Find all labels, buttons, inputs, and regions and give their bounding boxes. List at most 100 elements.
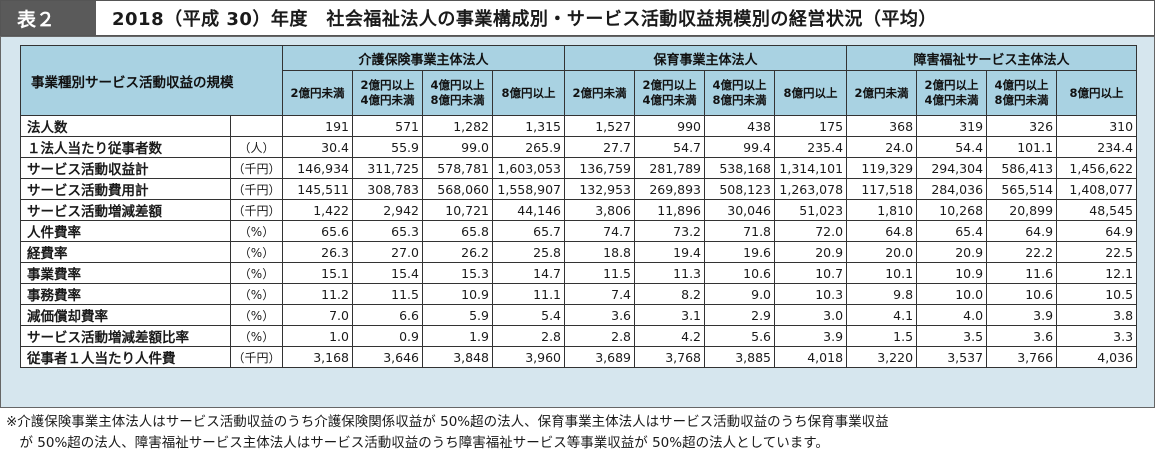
table-row: 人件費率 （%） 65.6 65.3 65.8 65.7 74.7 73.2 71.8 72.0 6… xyxy=(20,220,1138,242)
row-unit: （千円） xyxy=(230,199,283,221)
table-cell: 284,036 xyxy=(916,178,988,200)
table-cell: 2,942 xyxy=(352,199,423,221)
table-cell: 12.1 xyxy=(1056,262,1138,284)
table-cell: 11.6 xyxy=(986,262,1058,284)
table-cell: 3,220 xyxy=(846,346,918,368)
table-cell: 99.0 xyxy=(422,136,493,158)
footnote-line-2: が 50%超の法人、障害福祉サービス主体法人はサービス活動収益のうち障害福祉サー… xyxy=(6,435,829,451)
table-cell: 1,558,907 xyxy=(491,178,566,200)
row-label: サービス活動増減差額比率 xyxy=(20,325,231,347)
size-header: 2億円以上 4億円未満 xyxy=(916,70,988,116)
size-header: 4億円以上 8億円未満 xyxy=(986,70,1058,116)
table-cell: 4,018 xyxy=(774,346,848,368)
row-unit: （%） xyxy=(230,262,283,284)
table-title: 2018（平成 30）年度 社会福祉法人の事業構成別・サービス活動収益規模別の経… xyxy=(112,9,937,30)
size-header: 8億円以上 xyxy=(774,70,848,116)
corner-header: 事業種別サービス活動収益の規模 xyxy=(20,45,283,116)
table-cell: 308,783 xyxy=(352,178,423,200)
size-header: 2億円未満 xyxy=(282,70,353,116)
table-cell: 20.0 xyxy=(846,241,918,263)
table-cell: 508,123 xyxy=(704,178,776,200)
table-cell: 24.0 xyxy=(846,136,918,158)
table-cell: 101.1 xyxy=(986,136,1058,158)
row-label: １法人当たり従事者数 xyxy=(20,136,231,158)
table-cell: 586,413 xyxy=(986,157,1058,179)
table-cell: 3,768 xyxy=(634,346,706,368)
table-cell: 3.6 xyxy=(564,304,636,326)
table-cell: 319 xyxy=(916,115,988,137)
table-cell: 3,848 xyxy=(422,346,493,368)
table-cell: 71.8 xyxy=(704,220,776,242)
table-cell: 10.5 xyxy=(1056,283,1138,305)
row-unit: （%） xyxy=(230,304,283,326)
table-cell: 145,511 xyxy=(282,178,353,200)
table-row: サービス活動増減差額比率 （%） 1.0 0.9 1.9 2.8 2.8 4.2 5.6 3.9 1… xyxy=(20,325,1138,347)
table-cell: 10.6 xyxy=(986,283,1058,305)
table-cell: 15.1 xyxy=(282,262,353,284)
row-label: 経費率 xyxy=(20,241,231,263)
table-cell: 1,810 xyxy=(846,199,918,221)
table-cell: 0.9 xyxy=(352,325,423,347)
size-header: 2億円以上 4億円未満 xyxy=(634,70,706,116)
footnote: ※介護保険事業主体法人はサービス活動収益のうち介護保険関係収益が 50%超の法人… xyxy=(6,412,1154,454)
table-cell: 10.1 xyxy=(846,262,918,284)
table-cell: 119,329 xyxy=(846,157,918,179)
table-cell: 1,408,077 xyxy=(1056,178,1138,200)
table-cell: 438 xyxy=(704,115,776,137)
table-cell: 310 xyxy=(1056,115,1138,137)
table-cell: 3.9 xyxy=(774,325,848,347)
table-cell: 99.4 xyxy=(704,136,776,158)
table-cell: 20.9 xyxy=(774,241,848,263)
group-header-childcare: 保育事業主体法人 xyxy=(564,45,848,71)
table-cell: 3.5 xyxy=(916,325,988,347)
table-cell: 368 xyxy=(846,115,918,137)
row-label: 事業費率 xyxy=(20,262,231,284)
table-cell: 22.5 xyxy=(1056,241,1138,263)
table-cell: 4.2 xyxy=(634,325,706,347)
table-cell: 74.7 xyxy=(564,220,636,242)
table-cell: 565,514 xyxy=(986,178,1058,200)
row-unit: （%） xyxy=(230,220,283,242)
row-label: 従事者１人当たり人件費 xyxy=(20,346,231,368)
table-cell: 311,725 xyxy=(352,157,423,179)
table-cell: 1,282 xyxy=(422,115,493,137)
row-unit: （%） xyxy=(230,241,283,263)
size-header: 4億円以上 8億円未満 xyxy=(704,70,776,116)
table-cell: 1,263,078 xyxy=(774,178,848,200)
table-cell: 4,036 xyxy=(1056,346,1138,368)
group-header-disability-welfare: 障害福祉サービス主体法人 xyxy=(846,45,1138,71)
size-header-line-1: 2億円以上 xyxy=(360,78,415,92)
size-header-line-1: 2億円未満 xyxy=(854,85,909,100)
table-cell: 146,934 xyxy=(282,157,353,179)
management-status-table: 事業種別サービス活動収益の規模 介護保険事業主体法人 保育事業主体法人 障害福祉… xyxy=(20,45,1138,368)
table-row: 減価償却費率 （%） 7.0 6.6 5.9 5.4 3.6 3.1 2.9 3.0 4.1 4.0 3… xyxy=(20,304,1138,326)
table-cell: 3.0 xyxy=(774,304,848,326)
table-cell: 55.9 xyxy=(352,136,423,158)
table-cell: 30,046 xyxy=(704,199,776,221)
table-cell: 3.3 xyxy=(1056,325,1138,347)
table-panel: 事業種別サービス活動収益の規模 介護保険事業主体法人 保育事業主体法人 障害福祉… xyxy=(0,36,1155,408)
row-unit: （人） xyxy=(230,136,283,158)
size-header: 2億円未満 xyxy=(846,70,918,116)
table-cell: 7.0 xyxy=(282,304,353,326)
row-label: 事務費率 xyxy=(20,283,231,305)
table-row: 事務費率 （%） 11.2 11.5 10.9 11.1 7.4 8.2 9.0 10.3 9.8 1… xyxy=(20,283,1138,305)
table-cell: 175 xyxy=(774,115,848,137)
size-header-line-1: 8億円以上 xyxy=(501,85,556,100)
size-header-line-2: 8億円未満 xyxy=(994,93,1049,107)
table-cell: 281,789 xyxy=(634,157,706,179)
table-cell: 3.6 xyxy=(986,325,1058,347)
table-title-bar: 表２ 2018（平成 30）年度 社会福祉法人の事業構成別・サービス活動収益規模… xyxy=(0,0,1155,36)
table-cell: 51,023 xyxy=(774,199,848,221)
table-cell: 26.2 xyxy=(422,241,493,263)
table-cell: 5.6 xyxy=(704,325,776,347)
size-header-line-1: 8億円以上 xyxy=(783,85,838,100)
table-cell: 64.9 xyxy=(1056,220,1138,242)
table-cell: 3,960 xyxy=(491,346,566,368)
size-header-line-1: 2億円未満 xyxy=(572,85,627,100)
table-cell: 3,646 xyxy=(352,346,423,368)
table-cell: 11.1 xyxy=(491,283,566,305)
table-cell: 538,168 xyxy=(704,157,776,179)
table-cell: 10.7 xyxy=(774,262,848,284)
table-row: 事業費率 （%） 15.1 15.4 15.3 14.7 11.5 11.3 10.6 10.7 1… xyxy=(20,262,1138,284)
